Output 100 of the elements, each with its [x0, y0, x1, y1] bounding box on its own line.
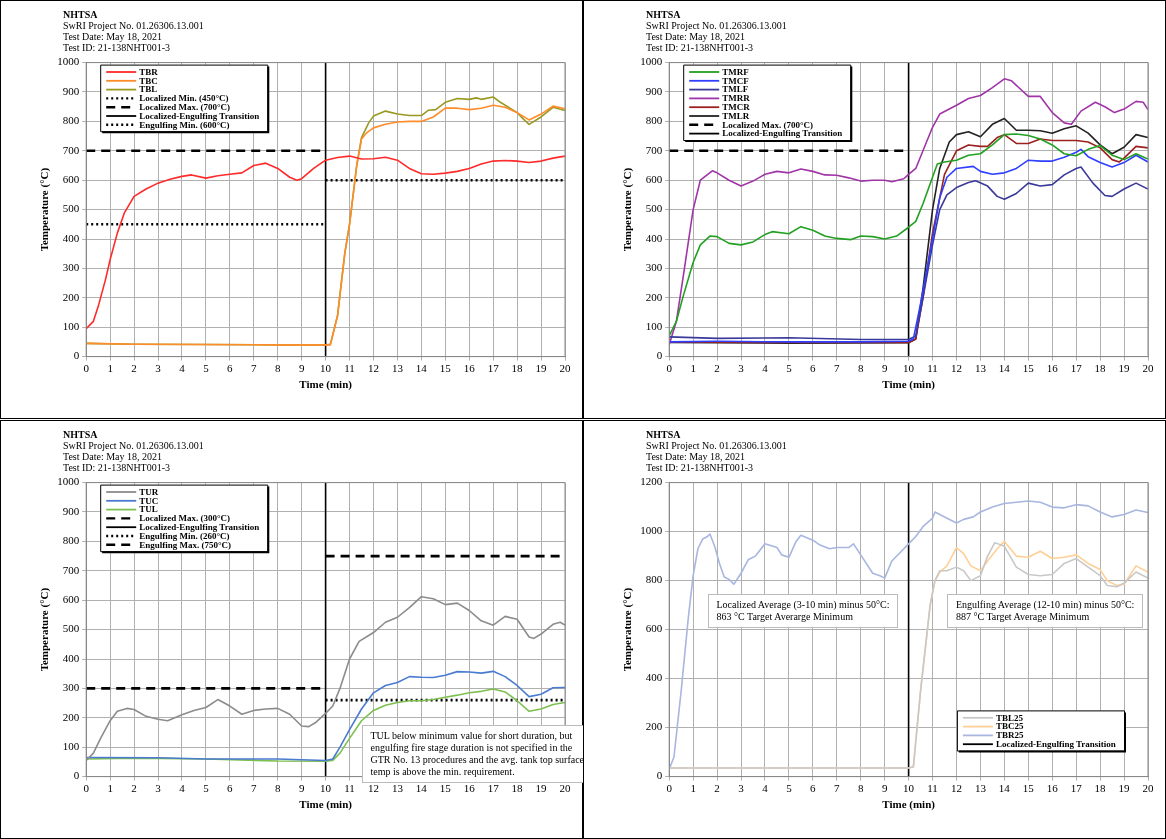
- y-tick-label: 100: [645, 320, 663, 333]
- x-tick-label: 7: [251, 782, 258, 795]
- x-tick-label: 8: [857, 362, 864, 375]
- y-tick-label: 600: [645, 173, 663, 186]
- y-tick-label: 900: [645, 84, 663, 97]
- x-tick-label: 8: [274, 782, 281, 795]
- y-tick-label: 0: [656, 349, 663, 362]
- x-tick-label: 8: [857, 782, 864, 795]
- x-tick-label: 20: [1142, 782, 1154, 795]
- x-tick-label: 17: [1070, 362, 1083, 375]
- x-tick-label: 19: [1118, 362, 1131, 375]
- x-tick-label: 2: [714, 362, 720, 375]
- x-tick-label: 20: [1142, 362, 1154, 375]
- x-tick-label: 7: [834, 782, 841, 795]
- x-tick-label: 15: [439, 782, 452, 795]
- x-tick-label: 9: [298, 362, 305, 375]
- annotation: Engulfing Average (12-10 min) minus 50°C: 887 °C Target Average Minimum: [946, 594, 1144, 629]
- y-tick-label: 1000: [57, 55, 80, 68]
- legend-label: TMLR: [722, 110, 750, 121]
- x-tick-label: 12: [950, 362, 962, 375]
- y-tick-label: 200: [645, 720, 663, 733]
- legend-label: Localized Max. (700°C): [722, 119, 814, 130]
- x-axis-title: Time (min): [882, 798, 936, 812]
- x-tick-label: 9: [881, 782, 888, 795]
- legend-label: TUR: [139, 486, 159, 497]
- x-axis-title: Time (min): [299, 798, 353, 812]
- x-tick-label: 5: [203, 362, 210, 375]
- legend-label: TBR: [139, 66, 159, 77]
- x-tick-label: 13: [974, 782, 987, 795]
- legend-label: TMRF: [722, 66, 750, 77]
- x-tick-label: 4: [179, 362, 186, 375]
- x-tick-label: 7: [251, 362, 258, 375]
- legend-label: TBL25: [995, 712, 1024, 723]
- x-tick-label: 18: [1094, 782, 1107, 795]
- x-tick-label: 13: [391, 782, 404, 795]
- x-tick-label: 3: [738, 782, 745, 795]
- x-tick-label: 2: [131, 782, 137, 795]
- x-tick-label: 10: [320, 782, 332, 795]
- x-tick-label: 14: [998, 782, 1011, 795]
- x-tick-label: 16: [1046, 782, 1059, 795]
- x-tick-label: 0: [666, 782, 673, 795]
- x-tick-label: 1: [107, 362, 113, 375]
- chart-title: NHTSA: [63, 9, 99, 20]
- legend-label: Localized-Engulfing Transition: [995, 739, 1116, 750]
- x-tick-label: 5: [786, 362, 793, 375]
- y-tick-label: 700: [62, 563, 80, 576]
- x-tick-label: 15: [1022, 362, 1035, 375]
- chart-title: NHTSA: [63, 429, 99, 440]
- x-tick-label: 7: [834, 362, 841, 375]
- x-tick-label: 17: [1070, 782, 1083, 795]
- x-tick-label: 16: [1046, 362, 1059, 375]
- x-tick-label: 9: [298, 782, 305, 795]
- y-tick-label: 300: [62, 261, 80, 274]
- x-tick-label: 10: [903, 782, 915, 795]
- y-tick-label: 900: [62, 84, 80, 97]
- y-tick-label: 700: [62, 143, 80, 156]
- x-tick-label: 2: [131, 362, 137, 375]
- y-axis-title: Temperature (°C): [621, 167, 635, 252]
- annotation: TUL below minimum value for short duration, but engulfing fire stage duration is not specified in the GTR No. 13 procedures and the avg. tank top surface temp is above the min. requirement.: [361, 725, 594, 784]
- x-tick-label: 4: [762, 782, 769, 795]
- legend-label: TBC: [139, 75, 158, 86]
- y-tick-label: 400: [645, 671, 663, 684]
- x-axis-title: Time (min): [299, 378, 353, 392]
- legend-label: Localized Max. (700°C): [139, 102, 231, 113]
- x-tick-label: 12: [950, 782, 962, 795]
- y-tick-label: 600: [645, 622, 663, 635]
- x-tick-label: 5: [203, 782, 210, 795]
- chart-title: NHTSA: [646, 9, 682, 20]
- legend-label: TUC: [139, 495, 159, 506]
- y-tick-label: 900: [62, 504, 80, 517]
- x-tick-label: 2: [714, 782, 720, 795]
- x-tick-label: 1: [690, 362, 696, 375]
- y-axis-title: Temperature (°C): [38, 587, 52, 672]
- legend-label: TBL: [139, 84, 158, 95]
- x-tick-label: 12: [367, 362, 379, 375]
- x-tick-label: 18: [511, 782, 524, 795]
- x-tick-label: 14: [415, 782, 428, 795]
- annotation: Localized Average (3-10 min) minus 50°C: 863 °C Target Averarge Minimum: [707, 594, 899, 629]
- x-tick-label: 20: [559, 782, 571, 795]
- y-tick-label: 500: [645, 202, 663, 215]
- x-tick-label: 15: [439, 362, 452, 375]
- legend-label: TBC25: [995, 721, 1024, 732]
- x-tick-label: 1: [107, 782, 113, 795]
- y-tick-label: 100: [62, 740, 80, 753]
- legend-label: TMRR: [722, 93, 751, 104]
- x-tick-label: 6: [227, 362, 234, 375]
- y-tick-label: 0: [73, 349, 80, 362]
- y-tick-label: 500: [62, 622, 80, 635]
- x-axis-title: Time (min): [882, 378, 936, 392]
- x-tick-label: 10: [320, 362, 332, 375]
- y-tick-label: 1000: [640, 524, 663, 537]
- legend-label: Localized-Engulfing Transition: [139, 522, 260, 533]
- x-tick-label: 17: [487, 782, 500, 795]
- chart-subtitle: SwRI Project No. 01.26306.13.001 Test Date: May 18, 2021 Test ID: 21-138NHT001-3: [646, 440, 787, 473]
- y-axis-title: Temperature (°C): [621, 587, 635, 672]
- y-tick-label: 200: [62, 710, 80, 723]
- y-tick-label: 300: [62, 681, 80, 694]
- y-tick-label: 1000: [57, 475, 80, 488]
- x-tick-label: 11: [927, 782, 938, 795]
- x-tick-label: 20: [559, 362, 571, 375]
